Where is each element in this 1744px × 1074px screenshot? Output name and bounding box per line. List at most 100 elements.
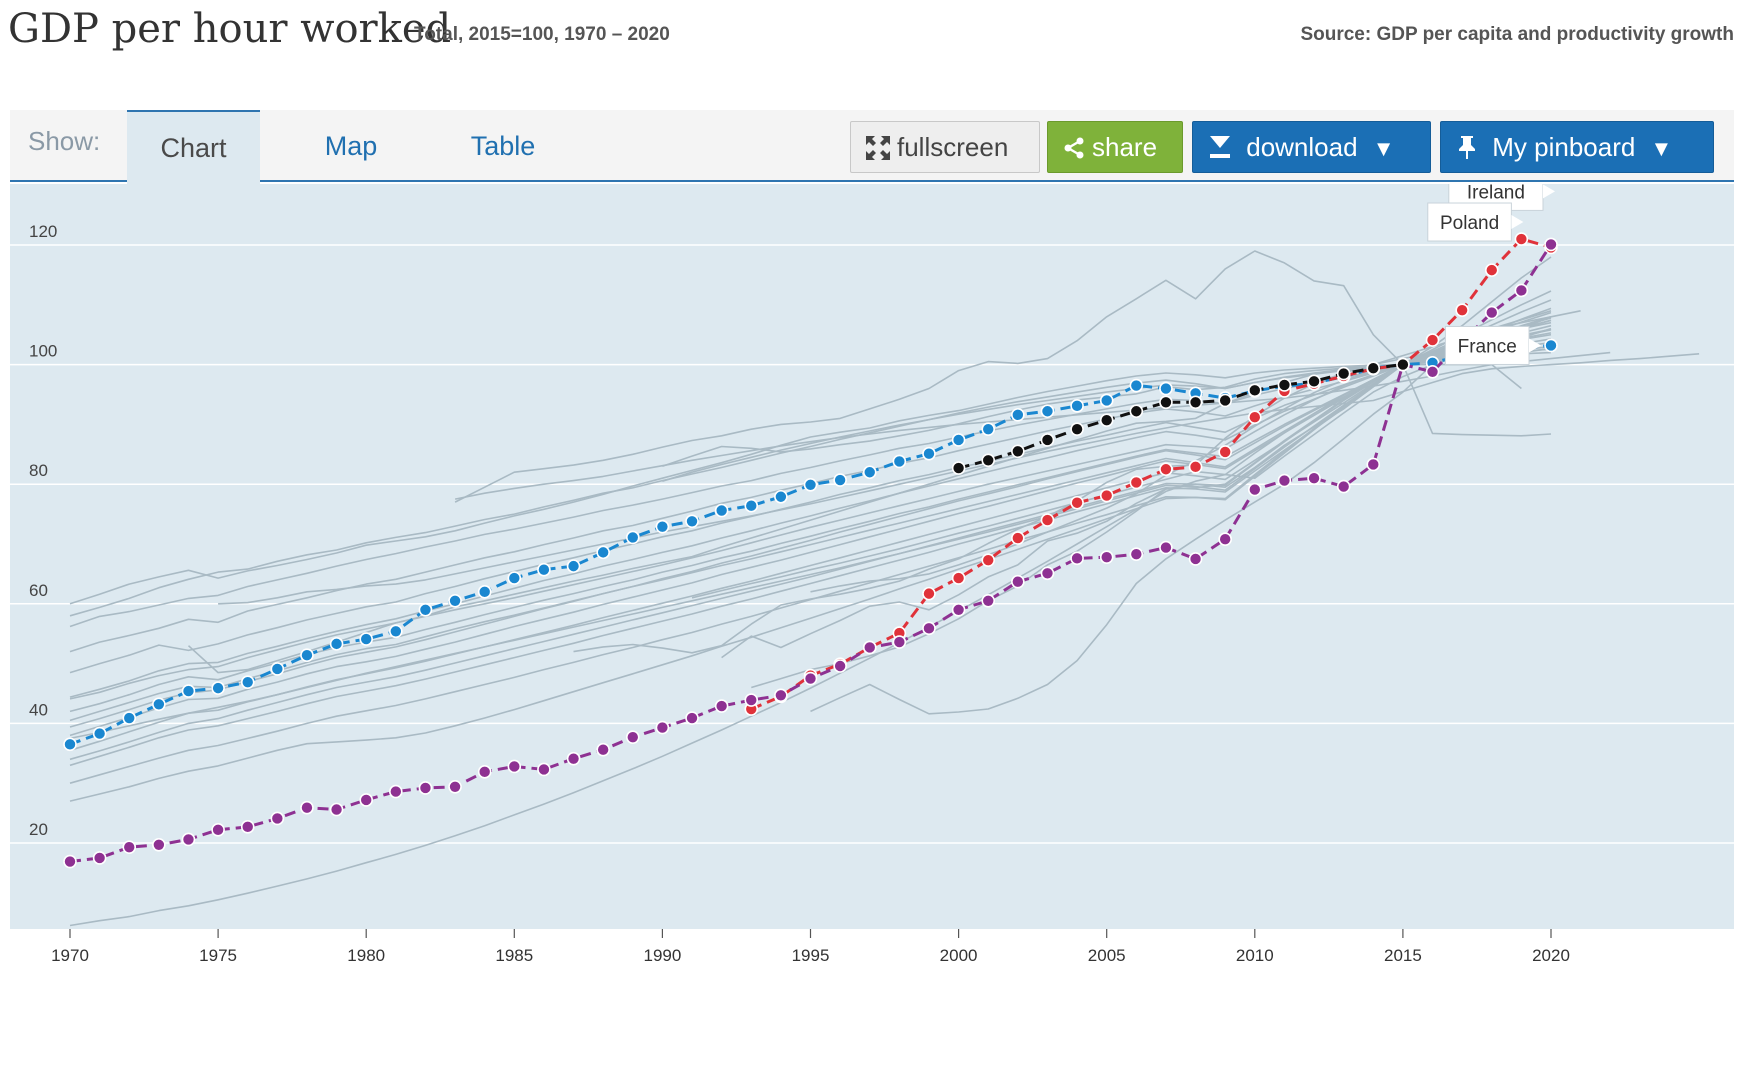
- highlighted-series-line: [958, 363, 1404, 470]
- highlighted-data-point: [1129, 404, 1144, 419]
- highlighted-data-point: [1248, 383, 1262, 398]
- france-data-point: [477, 585, 492, 599]
- label-pointer: [1529, 338, 1541, 353]
- ireland-data-point: [1129, 547, 1144, 561]
- highlighted-data-point: [1188, 395, 1203, 410]
- share-icon: [1062, 122, 1086, 172]
- france-data-point: [951, 433, 966, 447]
- ireland-data-point: [240, 820, 255, 834]
- poland-data-point: [1455, 303, 1469, 317]
- ireland-data-point: [625, 730, 640, 744]
- ireland-data-point: [1336, 479, 1351, 494]
- background-series-line: [69, 324, 1552, 728]
- poland-data-point: [951, 571, 966, 585]
- france-data-point: [1099, 393, 1114, 408]
- france-data-point: [862, 465, 877, 480]
- download-button[interactable]: download ▼: [1192, 121, 1431, 173]
- highlighted-data-point: [1277, 378, 1292, 392]
- y-tick-label: 40: [29, 700, 48, 719]
- plot-background: [10, 184, 1734, 929]
- background-series-line: [691, 327, 1552, 599]
- poland-data-point: [1218, 445, 1232, 459]
- poland-data-point: [1514, 232, 1529, 246]
- y-tick-label: 80: [29, 461, 48, 480]
- page-title: GDP per hour worked: [8, 6, 452, 52]
- france-data-point: [63, 737, 77, 752]
- tab-table[interactable]: Table: [470, 131, 536, 161]
- ireland-data-point: [566, 751, 581, 766]
- source-link[interactable]: Source: GDP per capita and productivity …: [1300, 24, 1734, 45]
- poland-data-point: [981, 553, 996, 567]
- label-pointer: [1511, 215, 1524, 230]
- ireland-data-point: [1011, 574, 1025, 589]
- ireland-data-point: [359, 793, 374, 807]
- highlighted-data-point: [951, 461, 966, 475]
- france-data-point: [507, 571, 522, 585]
- france-data-point: [625, 530, 640, 545]
- x-tick-label: 1980: [347, 946, 385, 965]
- highlighted-data-point: [1040, 433, 1055, 447]
- chevron-down-icon: ▼: [1650, 136, 1673, 161]
- series-label-poland: Poland: [1427, 202, 1524, 242]
- ireland-data-point: [122, 840, 137, 854]
- pinboard-button[interactable]: My pinboard ▼: [1440, 121, 1714, 173]
- background-series-line: [69, 345, 1552, 617]
- highlighted-data-point: [1366, 361, 1381, 375]
- background-series-line: [69, 319, 1552, 737]
- ireland-data-point: [1366, 457, 1381, 472]
- ireland-data-point: [744, 693, 759, 707]
- fullscreen-icon: [865, 122, 891, 172]
- toolbar: Show: Chart Map Table fullscreen share d…: [10, 110, 1734, 184]
- ireland-data-point: [63, 854, 77, 869]
- fullscreen-label: fullscreen: [897, 132, 1009, 162]
- ireland-data-point: [181, 832, 196, 847]
- highlighted-data-point: [1336, 366, 1351, 381]
- ireland-data-point: [1248, 482, 1262, 497]
- ireland-data-point: [685, 711, 699, 725]
- france-data-point: [92, 726, 107, 741]
- x-tick-label: 1975: [199, 946, 237, 965]
- highlighted-data-point: [1099, 413, 1114, 428]
- poland-data-point: [1248, 410, 1262, 425]
- poland-data-point: [922, 586, 936, 601]
- france-data-point: [655, 519, 670, 534]
- france-data-point: [922, 446, 936, 461]
- ireland-data-point: [655, 720, 670, 735]
- fullscreen-button[interactable]: fullscreen: [850, 121, 1040, 173]
- label-text: Poland: [1440, 213, 1499, 234]
- ireland-data-point: [1544, 237, 1558, 252]
- x-tick-label: 2015: [1384, 946, 1422, 965]
- background-series-line: [69, 317, 1552, 740]
- label-text: Ireland: [1467, 184, 1525, 203]
- france-data-point: [448, 594, 462, 608]
- share-button[interactable]: share: [1047, 121, 1183, 173]
- ireland-data-point: [1514, 283, 1529, 298]
- ireland-data-point: [418, 781, 433, 795]
- ireland-data-point: [152, 837, 166, 852]
- y-tick-label: 20: [29, 820, 48, 839]
- x-tick-label: 1995: [792, 946, 830, 965]
- background-series-line: [69, 347, 1552, 605]
- france-data-point: [1070, 399, 1084, 413]
- france-data-point: [1544, 338, 1558, 353]
- ireland-data-point: [92, 851, 107, 865]
- ireland-data-point: [389, 784, 403, 799]
- ireland-data-point: [892, 635, 907, 649]
- ireland-data-point: [803, 671, 818, 686]
- ireland-data-point: [1277, 473, 1292, 488]
- poland-series-line: [750, 237, 1552, 711]
- tab-chart[interactable]: Chart: [127, 110, 260, 184]
- france-data-point: [1129, 378, 1144, 393]
- france-data-point: [1011, 408, 1025, 422]
- france-data-point: [329, 637, 344, 651]
- ireland-data-point: [1040, 566, 1055, 581]
- tab-map[interactable]: Map: [324, 131, 378, 161]
- ireland-data-point: [862, 640, 877, 655]
- poland-data-point: [1070, 495, 1084, 510]
- poland-data-point: [1159, 462, 1173, 477]
- ireland-data-point: [448, 779, 462, 794]
- show-label: Show:: [28, 126, 101, 156]
- ireland-data-point: [1307, 471, 1321, 486]
- line-chart[interactable]: 20 40 60 80 100 120 1970 1975 1980 1985 1990 1995 20…: [10, 171, 1734, 1034]
- label-text: France: [1458, 336, 1517, 357]
